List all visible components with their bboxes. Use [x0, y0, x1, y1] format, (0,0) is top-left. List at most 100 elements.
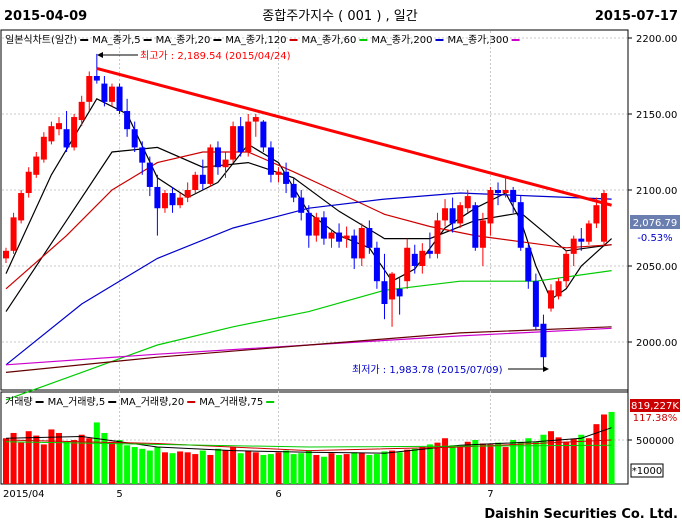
volume-bar [146, 450, 153, 484]
volume-bar [457, 447, 464, 484]
volume-bar [237, 453, 244, 484]
candle [320, 211, 327, 245]
volume-bar [230, 447, 237, 484]
candle [116, 83, 123, 114]
volume-bar [222, 450, 229, 484]
candle [563, 250, 570, 288]
candle-body [10, 217, 17, 251]
change-pct: -0.53% [637, 233, 672, 244]
volume-bar [472, 440, 479, 484]
candle [502, 177, 509, 198]
candle [10, 212, 17, 254]
candle-body [18, 193, 25, 221]
candle-body [237, 126, 244, 152]
candle-body [177, 197, 184, 206]
volume-bar [71, 440, 78, 484]
price-axis: 2000.00 2050.00 2100.00 2150.00 2200.00 [628, 34, 677, 349]
price-tick-label: 2000.00 [636, 338, 677, 349]
candle [328, 229, 335, 248]
volume-bar [343, 454, 350, 484]
volume-bar [517, 441, 524, 484]
date-tick-label: 5 [116, 489, 122, 500]
volume-bar [502, 447, 509, 484]
candle-body [495, 190, 502, 194]
volume-bar [389, 450, 396, 484]
ma-line [5, 270, 612, 401]
high-annotation: 최고가 : 2,189.54 (2015/04/24) [97, 50, 291, 62]
volume-bar [86, 438, 93, 484]
candle-body [510, 190, 517, 203]
volume-bar [207, 454, 214, 484]
ma-line [5, 326, 612, 373]
candle-body [40, 136, 47, 160]
volume-ma-line [5, 427, 612, 454]
volume-bar [161, 452, 168, 484]
candle [548, 284, 555, 312]
candle-body [78, 101, 85, 121]
candle [404, 238, 411, 289]
candle-body [199, 174, 206, 184]
candle [192, 171, 199, 194]
candle-body [419, 250, 426, 266]
end-date: 2015-07-17 [595, 9, 678, 24]
volume-bar [404, 449, 411, 484]
volume-bar [25, 431, 32, 484]
candle-body [124, 110, 131, 130]
candle-body [578, 238, 585, 242]
volume-bar [555, 437, 562, 484]
candle-body [540, 323, 547, 358]
low-arrowhead-icon [543, 366, 549, 372]
volume-bar [154, 447, 161, 484]
candle [358, 223, 365, 266]
candle-body [366, 228, 373, 248]
candle [472, 202, 479, 251]
volume-bar [585, 438, 592, 484]
candle-body [71, 117, 78, 148]
volume-bar [593, 424, 600, 484]
candle-body [93, 76, 100, 81]
volume-bar [108, 441, 115, 484]
candle-body [320, 217, 327, 239]
candle-body [426, 250, 433, 254]
volume-bar [3, 438, 9, 484]
candle-body [283, 171, 290, 184]
volume-bar [124, 445, 131, 484]
candle [177, 193, 184, 209]
candle [585, 220, 592, 245]
high-arrowhead-icon [97, 52, 103, 58]
volume-bar [55, 432, 62, 484]
volume-bar [245, 450, 252, 484]
candle-body [245, 121, 252, 152]
candle-body [116, 86, 123, 111]
candle-body [55, 123, 62, 130]
candle [48, 121, 55, 145]
legend-label: MA_종가,5 [92, 34, 140, 46]
candle [63, 110, 70, 152]
brand-footer: Daishin Securities Co. Ltd. [484, 507, 678, 522]
volume-tick-label: 500000 [636, 436, 674, 447]
candle-body [252, 117, 259, 122]
legend-label: MA_거래량,5 [48, 396, 106, 408]
legend-label: MA_종가,300 [447, 34, 508, 46]
volume-bar [48, 429, 55, 484]
candle [290, 177, 297, 203]
candle-body [570, 238, 577, 254]
volume-bar [131, 447, 138, 484]
volume-bar [177, 451, 184, 484]
candle-body [358, 228, 365, 259]
candle [25, 167, 32, 198]
candle [570, 235, 577, 266]
candle [495, 182, 502, 206]
candle [3, 247, 9, 263]
volume-bar [434, 442, 441, 484]
candle [298, 190, 305, 221]
candle-body [86, 76, 93, 102]
low-label: 최저가 : 1,983.78 (2015/07/09) [352, 364, 503, 376]
candle [426, 232, 433, 259]
trendline [96, 66, 612, 207]
candle-body [343, 235, 350, 239]
candle [555, 278, 562, 300]
candle [517, 196, 524, 251]
legend-label: MA_거래량,20 [120, 396, 184, 408]
